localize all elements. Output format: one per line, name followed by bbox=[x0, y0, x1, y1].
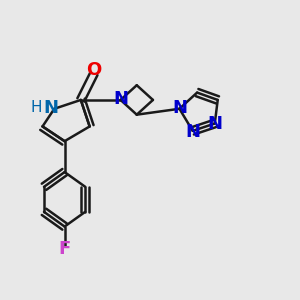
Text: N: N bbox=[208, 115, 223, 133]
Text: N: N bbox=[44, 99, 59, 117]
Text: F: F bbox=[58, 240, 71, 258]
Text: N: N bbox=[172, 99, 187, 117]
Text: N: N bbox=[185, 123, 200, 141]
Text: N: N bbox=[113, 90, 128, 108]
Text: O: O bbox=[86, 61, 102, 79]
Text: H: H bbox=[31, 100, 42, 116]
